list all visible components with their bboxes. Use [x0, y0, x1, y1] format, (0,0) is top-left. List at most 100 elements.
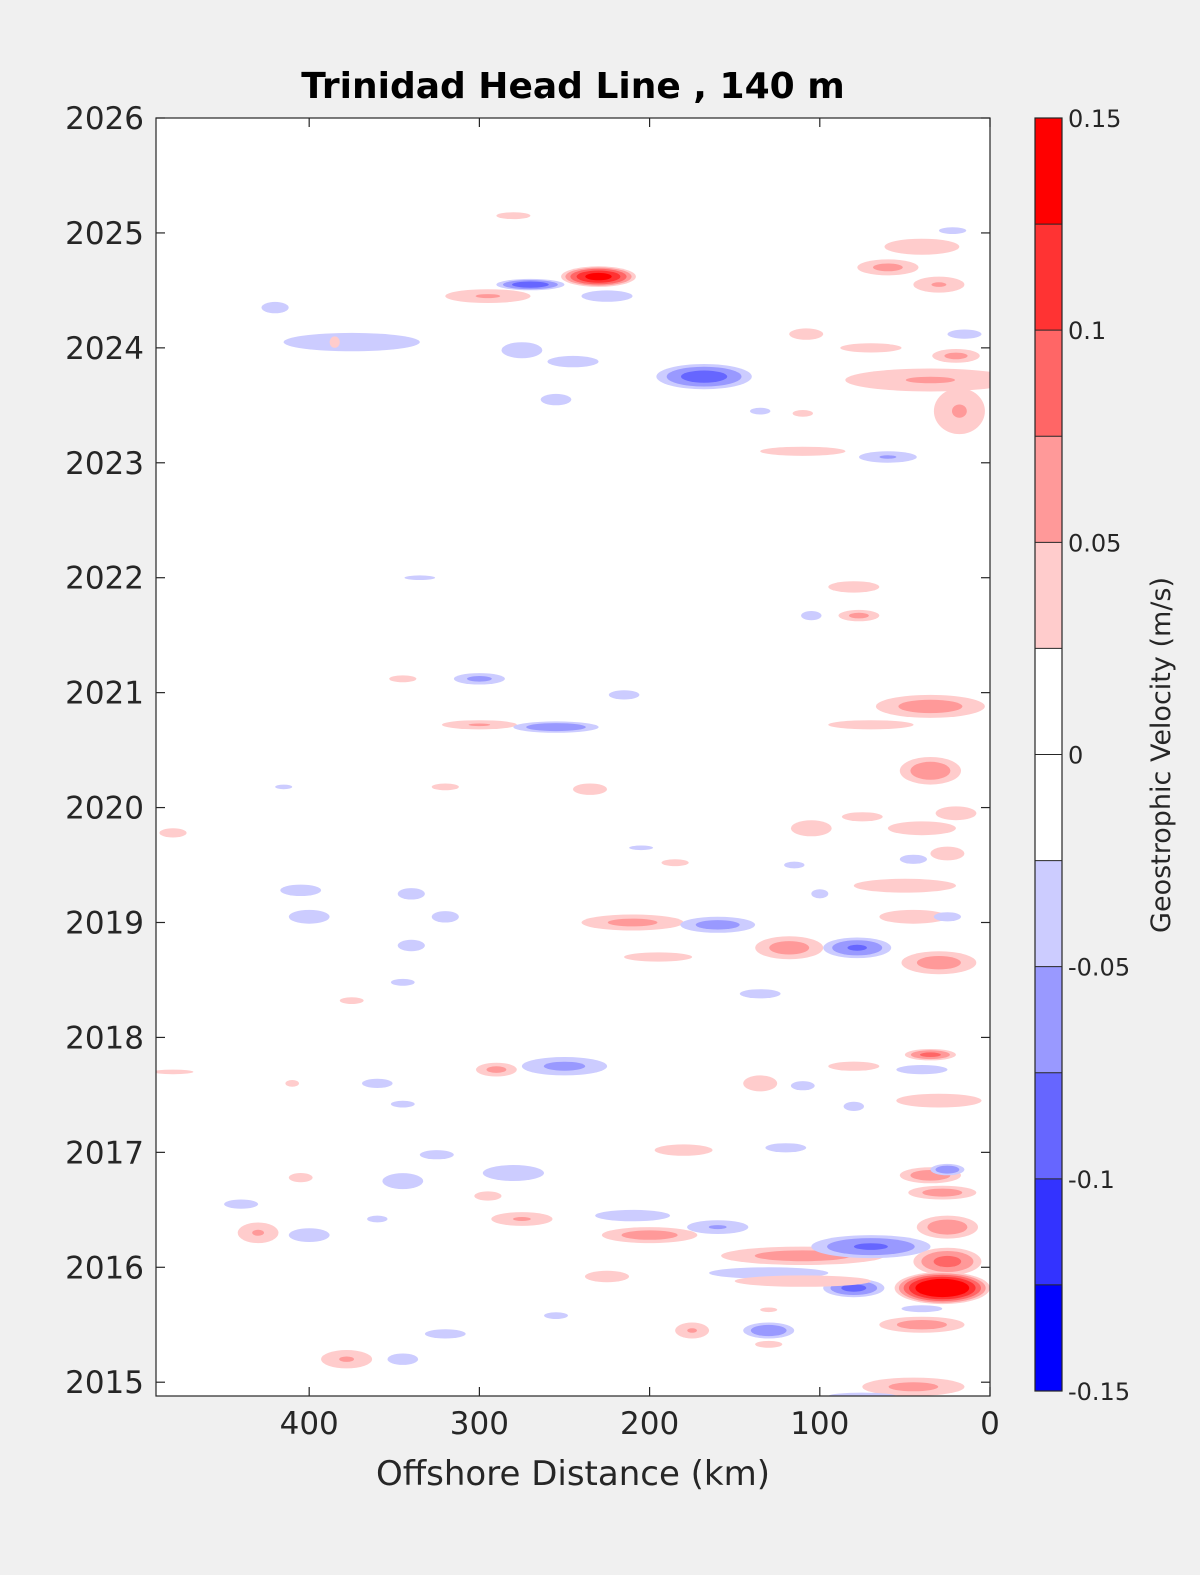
contour-level	[501, 342, 543, 359]
colorbar-band	[1035, 648, 1062, 755]
contour-level	[595, 1209, 670, 1222]
y-tick-label: 2015	[65, 1365, 144, 1401]
contour-level	[607, 918, 658, 927]
contour-level	[790, 1081, 815, 1091]
y-tick-label: 2026	[65, 101, 144, 137]
contour-level	[905, 376, 956, 384]
contour-level	[849, 612, 869, 619]
contour-level	[629, 845, 653, 851]
contour-level	[339, 1356, 354, 1362]
contour-level	[581, 290, 633, 302]
contour-level	[901, 1305, 943, 1313]
contour-level	[431, 783, 459, 791]
x-tick-label: 100	[790, 1406, 849, 1442]
x-tick-label: 200	[620, 1406, 679, 1442]
contour-level	[896, 1065, 948, 1075]
contour-level	[784, 861, 805, 869]
contour-level	[681, 370, 728, 383]
contour-level	[939, 227, 967, 235]
colorbar-tick-label: 0	[1068, 742, 1083, 770]
contour-level	[930, 846, 965, 861]
colorbar: 0.15 0.1 0.05 0 -0.05 -0.1 -0.15	[1034, 105, 1130, 1406]
contour-level	[931, 282, 947, 287]
colorbar-band	[1035, 436, 1062, 543]
contour-level	[708, 1225, 727, 1230]
contour-level	[467, 676, 492, 682]
y-tick-label: 2024	[65, 331, 144, 367]
contour-level	[789, 328, 824, 340]
contour-level	[898, 699, 963, 714]
contour-level	[513, 1217, 531, 1221]
contour-level	[608, 690, 640, 700]
contour-level	[910, 761, 951, 780]
contour-level	[468, 723, 491, 727]
contour-level	[920, 1052, 941, 1057]
contour-level	[624, 952, 693, 962]
contour-level	[853, 1243, 888, 1250]
contour-level	[873, 263, 903, 272]
contour-level	[474, 1191, 502, 1201]
y-tick-label: 2019	[65, 905, 144, 941]
x-axis: 400 300 200 100 0	[280, 118, 1000, 1442]
contour-level	[362, 1078, 393, 1088]
x-tick-label: 0	[980, 1406, 1000, 1442]
contour-level	[811, 889, 829, 899]
contour-level	[899, 854, 928, 864]
contour-level	[933, 912, 962, 922]
contour-level	[760, 446, 846, 456]
contour-level	[840, 343, 902, 353]
contour-level	[944, 352, 968, 360]
contour-level	[512, 281, 549, 288]
colorbar-tick-label: 0.15	[1068, 105, 1121, 133]
contour-level	[261, 301, 289, 314]
contour-level	[654, 1144, 713, 1156]
contour-level	[755, 1340, 783, 1348]
y-tick-label: 2025	[65, 216, 144, 252]
contour-level	[743, 1075, 778, 1092]
colorbar-band	[1035, 966, 1062, 1073]
y-tick-label: 2020	[65, 791, 144, 827]
contour-level	[475, 294, 501, 299]
colorbar-tick-label: 0.05	[1068, 529, 1121, 557]
colorbar-tick-label: -0.1	[1068, 1166, 1115, 1194]
contour-level	[397, 888, 425, 900]
colorbar-band	[1035, 224, 1062, 331]
contour-level	[841, 812, 883, 822]
contour-level	[397, 939, 425, 952]
contour-level	[573, 783, 607, 795]
x-tick-label: 400	[280, 1406, 339, 1442]
colorbar-tick-label: 0.1	[1068, 317, 1106, 345]
contour-level	[339, 997, 364, 1004]
contour-level	[879, 455, 897, 459]
contour-level	[526, 723, 586, 732]
contour-level	[156, 1069, 194, 1075]
contour-level	[879, 909, 948, 924]
contour-level	[790, 820, 832, 837]
contour-level	[288, 1173, 313, 1183]
contour-field	[156, 212, 990, 1396]
contour-level	[540, 393, 572, 406]
contour-level	[390, 1100, 415, 1108]
contour-level	[947, 329, 982, 339]
colorbar-band	[1035, 1072, 1062, 1179]
contour-level	[544, 1312, 568, 1319]
contour-level	[888, 1382, 939, 1392]
contour-level	[404, 575, 436, 580]
colorbar-band	[1035, 118, 1062, 225]
plot-area	[156, 118, 990, 1396]
contour-level	[915, 1278, 970, 1298]
contour-level	[935, 1165, 960, 1174]
contour-level	[275, 784, 293, 790]
contour-level	[933, 1255, 962, 1268]
contour-level	[159, 828, 187, 838]
contour-level	[765, 1143, 807, 1153]
colorbar-frame	[1034, 117, 1063, 1392]
contour-level	[496, 212, 531, 220]
y-axis: 2015 2016 2017 2018 2019 2020 2021 2022 2023 2024…	[65, 101, 990, 1401]
x-tick-label: 300	[450, 1406, 509, 1442]
contour-level	[419, 1150, 454, 1160]
y-tick-label: 2017	[65, 1135, 144, 1171]
y-tick-label: 2021	[65, 676, 144, 712]
contour-level	[695, 920, 740, 930]
contour-level	[896, 1093, 982, 1108]
